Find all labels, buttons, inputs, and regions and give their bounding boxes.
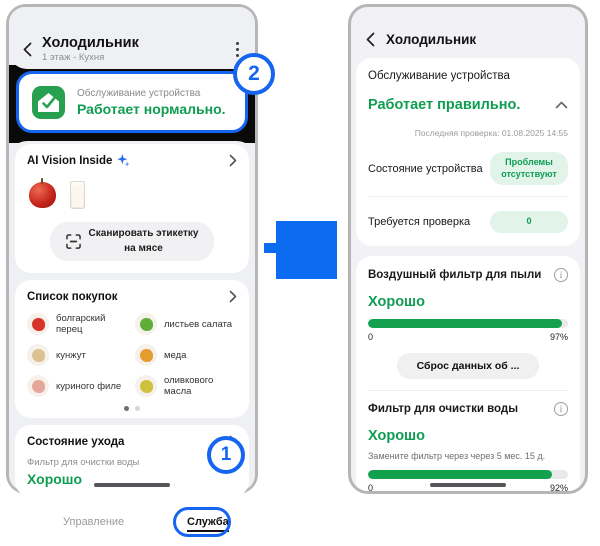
more-menu-icon[interactable] bbox=[232, 38, 243, 61]
reset-data-button[interactable]: Сброс данных об ... bbox=[396, 353, 540, 380]
maintenance-label: Обслуживание устройства bbox=[368, 70, 510, 82]
dust-filter-title: Воздушный фильтр для пыли bbox=[368, 269, 542, 282]
progress-scale: 0 92% bbox=[368, 483, 568, 494]
right-header: Холодильник bbox=[351, 7, 585, 58]
dust-filter-progressbar bbox=[368, 319, 568, 329]
home-indicator[interactable] bbox=[94, 483, 170, 487]
filters-card: Воздушный фильтр для пыли i Хорошо 0 97%… bbox=[356, 256, 580, 494]
left-phone-screen: Холодильник 1 этаж - Кухня Обслуживание … bbox=[6, 4, 275, 537]
care-status-title: Состояние ухода bbox=[27, 435, 125, 448]
count-badge: 0 bbox=[490, 211, 568, 234]
shopping-list-title: Список покупок bbox=[27, 290, 118, 303]
arrow-head bbox=[276, 221, 337, 279]
check-needed-row: Требуется проверка 0 bbox=[368, 211, 568, 234]
bottom-tabbar: Управление Служба bbox=[15, 504, 249, 546]
water-filter-label: Фильтр для очистки воды bbox=[27, 457, 140, 468]
arrow-stem bbox=[264, 243, 277, 253]
water-filter-percent: 92% bbox=[549, 483, 568, 494]
left-content: AI Vision Inside Сканировать этикетку на … bbox=[9, 141, 255, 537]
shopping-list-card: Список покупок болгарский перец листьев … bbox=[15, 280, 249, 418]
device-location: 1 этаж - Кухня bbox=[42, 52, 105, 63]
last-check-timestamp: Последняя проверка: 01.08.2025 14:55 bbox=[414, 128, 568, 138]
list-item[interactable]: листьев салата bbox=[135, 313, 237, 335]
ai-sparkle-icon bbox=[117, 154, 131, 167]
ai-vision-title: AI Vision Inside bbox=[27, 154, 113, 167]
scan-label-button[interactable]: Сканировать этикетку на мясе bbox=[49, 222, 215, 261]
water-filter-status: Хорошо bbox=[27, 471, 83, 487]
chicken-icon bbox=[27, 375, 49, 397]
status-badge: Проблемы отсутствуют bbox=[490, 152, 568, 186]
milk-image[interactable] bbox=[70, 181, 85, 209]
chevron-up-icon[interactable] bbox=[555, 101, 568, 109]
ai-vision-card: AI Vision Inside Сканировать этикетку на … bbox=[15, 144, 249, 273]
honey-icon bbox=[135, 344, 157, 366]
list-item[interactable]: меда bbox=[135, 344, 237, 366]
home-check-icon bbox=[32, 85, 65, 119]
chevron-right-icon[interactable] bbox=[229, 290, 237, 303]
annotation-step-2: 2 bbox=[233, 53, 275, 95]
divider bbox=[368, 196, 568, 198]
list-item[interactable]: кунжут bbox=[27, 344, 129, 366]
chevron-right-icon[interactable] bbox=[229, 154, 237, 167]
dust-filter-percent: 97% bbox=[549, 332, 568, 343]
annotation-step-1: 1 bbox=[207, 436, 245, 474]
progress-scale: 0 97% bbox=[368, 332, 568, 343]
back-icon[interactable] bbox=[366, 32, 375, 47]
right-phone-screen: Холодильник Обслуживание устройства Рабо… bbox=[348, 4, 588, 494]
progress-fill bbox=[368, 470, 552, 480]
home-indicator[interactable] bbox=[430, 483, 506, 487]
device-state-row: Состояние устройства Проблемы отсутствую… bbox=[368, 152, 568, 186]
back-icon[interactable] bbox=[23, 42, 32, 57]
maintenance-status: Работает нормально. bbox=[77, 100, 226, 117]
info-icon[interactable]: i bbox=[554, 268, 568, 283]
device-title: Холодильник bbox=[42, 35, 139, 51]
water-filter-title: Фильтр для очистки воды bbox=[368, 403, 519, 416]
apple-image[interactable] bbox=[29, 178, 56, 208]
water-filter-status: Хорошо bbox=[368, 428, 425, 445]
sesame-icon bbox=[27, 344, 49, 366]
water-filter-progressbar bbox=[368, 470, 568, 480]
maintenance-card: Обслуживание устройства Работает правиль… bbox=[356, 58, 580, 247]
page-title: Холодильник bbox=[386, 32, 477, 47]
left-header: Холодильник 1 этаж - Кухня bbox=[9, 7, 255, 69]
scan-frame-icon bbox=[65, 234, 81, 249]
dust-filter-status: Хорошо bbox=[368, 294, 425, 311]
lettuce-icon bbox=[135, 313, 157, 335]
annotation-highlight-box bbox=[173, 507, 231, 537]
progress-fill bbox=[368, 319, 562, 329]
transition-arrow bbox=[264, 221, 337, 279]
list-item[interactable]: болгарский перец bbox=[27, 313, 129, 335]
info-icon[interactable]: i bbox=[554, 402, 568, 417]
maintenance-label: Обслуживание устройства bbox=[77, 87, 201, 99]
divider bbox=[368, 390, 568, 392]
tab-manage[interactable]: Управление bbox=[63, 516, 125, 528]
device-maintenance-card[interactable]: Обслуживание устройства Работает нормаль… bbox=[16, 71, 248, 133]
list-item[interactable]: оливкового масла bbox=[135, 375, 237, 397]
page-indicator bbox=[27, 406, 237, 411]
pepper-icon bbox=[27, 313, 49, 335]
list-item[interactable]: куриного филе bbox=[27, 375, 129, 397]
maintenance-status: Работает правильно. bbox=[368, 97, 521, 113]
olive-oil-icon bbox=[135, 375, 157, 397]
water-filter-note: Замените фильтр через через 5 мес. 15 д. bbox=[368, 451, 546, 462]
